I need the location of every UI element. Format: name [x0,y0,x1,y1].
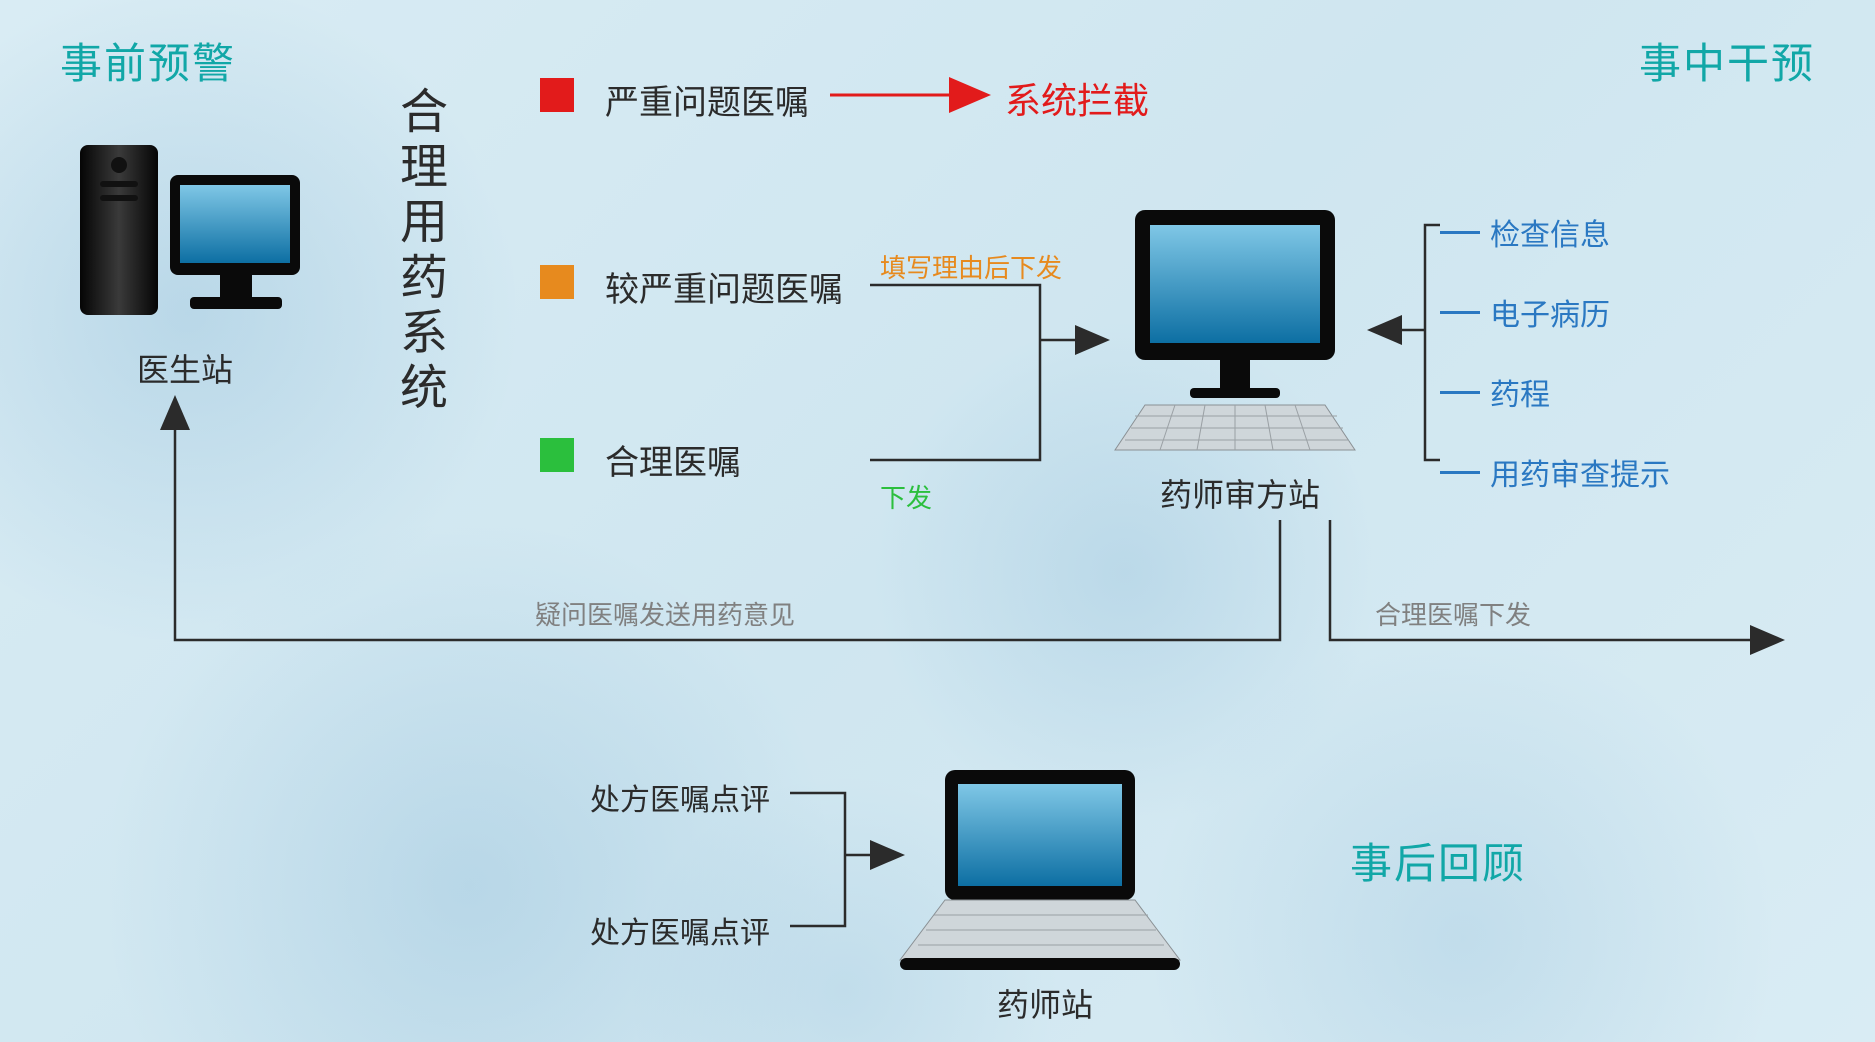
doctor-station-icon [70,135,310,340]
legend-square-ok [540,438,574,472]
label-post-review: 事后回顾 [1350,830,1526,891]
dash-icon [1440,231,1480,234]
doctor-station-label: 医生站 [110,345,260,391]
dash-icon [1440,311,1480,314]
pharmacist-review-icon [1105,200,1365,465]
info-check: 检查信息 [1490,210,1610,254]
info-alert: 用药审查提示 [1490,450,1670,494]
pharmacist-station-label: 药师站 [975,980,1115,1026]
label-pre-warning: 事前预警 [60,30,236,91]
dash-icon [1440,471,1480,474]
info-course: 药程 [1490,370,1550,414]
feedback-to-doctor: 疑问医嘱发送用药意见 [535,595,795,632]
legend-label-moderate: 较严重问题医嘱 [605,262,843,311]
info-emr: 电子病历 [1490,290,1610,334]
system-vertical-title: 合理用药系统 [400,85,448,416]
legend-label-severe: 严重问题医嘱 [605,75,809,124]
dash-icon [1440,391,1480,394]
info-source-list: 检查信息 电子病历 药程 用药审查提示 [1440,210,1670,494]
legend-action-intercept: 系统拦截 [1005,72,1149,124]
legend-label-ok: 合理医嘱 [605,435,741,484]
legend-square-severe [540,78,574,112]
pharmacist-station-icon [890,760,1190,985]
flow-note-ok: 下发 [880,478,932,515]
feedback-dispatch: 合理医嘱下发 [1375,595,1531,632]
pharmacist-review-label: 药师审方站 [1130,470,1350,516]
legend-square-moderate [540,265,574,299]
review-input-2: 处方医嘱点评 [590,908,770,952]
flow-note-moderate: 填写理由后下发 [880,248,1062,285]
review-input-1: 处方医嘱点评 [590,775,770,819]
label-in-process: 事中干预 [1639,30,1815,91]
